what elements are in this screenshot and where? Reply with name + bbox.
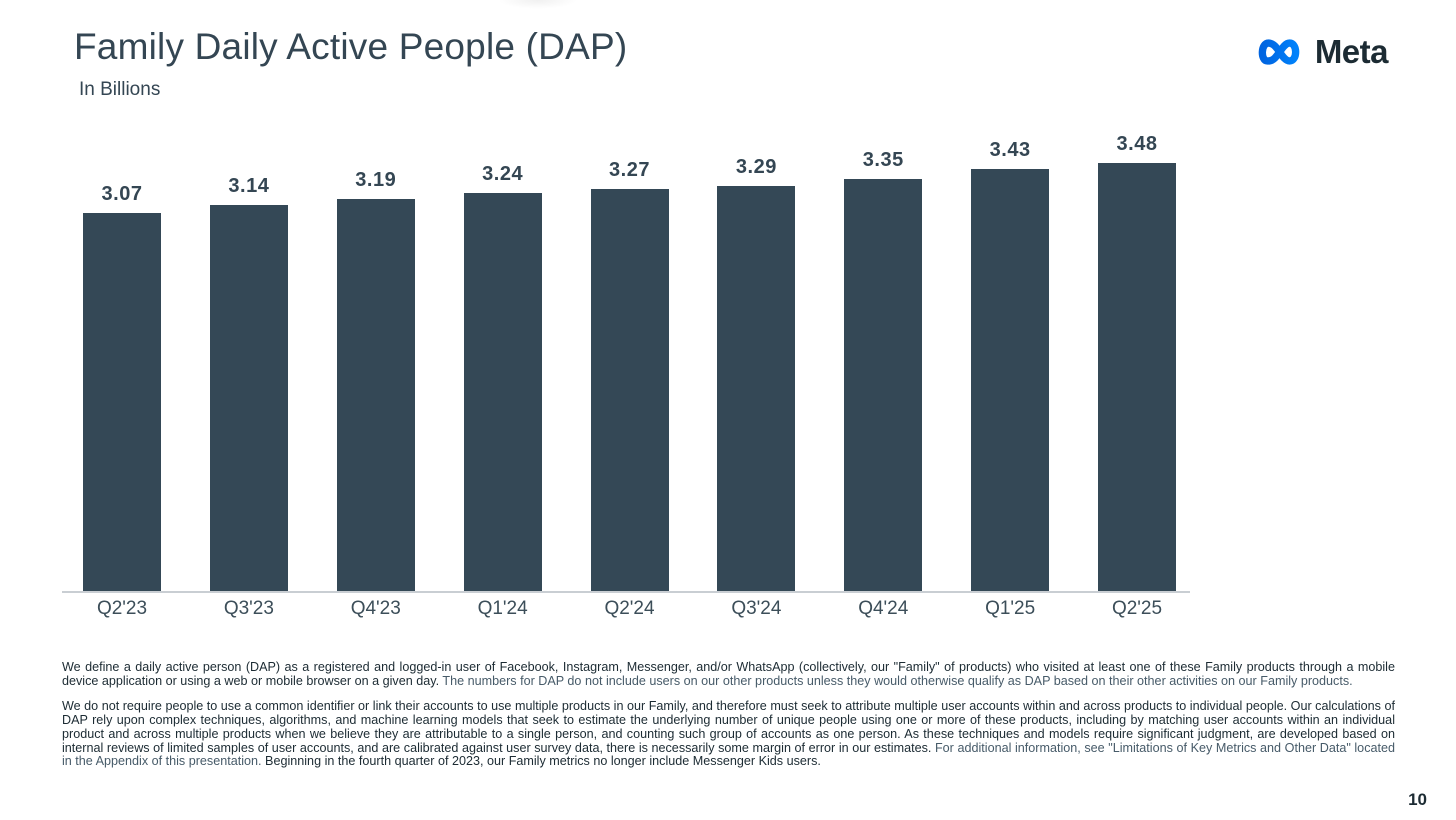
footnote-dap-definition: We define a daily active person (DAP) as… — [62, 660, 1395, 688]
x-axis-tick: Q1'24 — [477, 598, 528, 619]
bar-value-label: 3.07 — [101, 183, 143, 205]
footnote-text: We do not require people to use a common… — [62, 699, 1395, 755]
bar-value-label: 3.27 — [609, 159, 650, 181]
footnote-text-muted: For additional information, see "Limitat… — [62, 740, 1395, 769]
x-axis-tick: Q2'23 — [96, 598, 148, 619]
footnote-text-muted: The numbers for DAP do not include users… — [442, 673, 1353, 688]
bar — [590, 189, 669, 591]
bar-value-label: 3.24 — [482, 163, 524, 185]
bar-column: 3.35 — [844, 149, 923, 591]
x-axis-tick: Q4'24 — [858, 598, 909, 619]
meta-infinity-icon — [1256, 35, 1308, 69]
page-title: Family Daily Active People (DAP) — [74, 26, 628, 67]
footnotes: We define a daily active person (DAP) as… — [62, 660, 1395, 781]
bar-column: 3.14 — [209, 175, 288, 591]
bar-column: 3.24 — [463, 163, 542, 591]
bar-chart-plot: 3.07 3.14 3.19 3.24 3.27 3.29 3.35 3.43 3.48 — [62, 128, 1190, 593]
bar-column: 3.48 — [1098, 133, 1176, 591]
bar — [1098, 163, 1176, 591]
x-axis-tick: Q2'25 — [1111, 598, 1163, 619]
bar-column: 3.07 — [83, 183, 161, 591]
top-edge-shadow — [498, 0, 578, 9]
bar-column: 3.29 — [717, 156, 796, 591]
x-axis-tick: Q4'23 — [350, 598, 401, 619]
footnote-text: Beginning in the fourth quarter of 2023,… — [265, 754, 821, 769]
footnote-text: We define a daily active person (DAP) as… — [62, 660, 1395, 688]
page-number: 10 — [1408, 790, 1427, 809]
bar-column: 3.19 — [336, 169, 415, 591]
meta-logo: Meta — [1256, 33, 1389, 71]
x-axis-tick: Q1'25 — [985, 598, 1036, 619]
bar-value-label: 3.29 — [735, 156, 777, 178]
bar-value-label: 3.19 — [355, 169, 397, 191]
bar — [209, 205, 288, 591]
bar — [971, 169, 1050, 591]
x-axis-tick: Q3'24 — [731, 598, 782, 619]
meta-logo-wordmark: Meta — [1314, 33, 1389, 70]
x-axis-tick: Q3'23 — [223, 598, 274, 619]
bar — [83, 213, 161, 591]
x-axis-tick: Q2'24 — [604, 598, 655, 619]
bar-value-label: 3.43 — [989, 139, 1031, 161]
bar — [717, 186, 796, 591]
bar — [844, 179, 923, 591]
bar-value-label: 3.48 — [1116, 133, 1158, 155]
bar — [336, 199, 415, 591]
x-axis-labels: Q2'23 Q3'23 Q4'23 Q1'24 Q2'24 Q3'24 Q4'24 Q1'25… — [62, 598, 1190, 620]
bar-value-label: 3.35 — [862, 149, 904, 171]
bar-column: 3.27 — [590, 159, 669, 591]
bar-column: 3.43 — [971, 139, 1050, 591]
bar-value-label: 3.14 — [228, 175, 270, 197]
footnote-dap-methodology: We do not require people to use a common… — [62, 700, 1395, 769]
chart-units-subtitle: In Billions — [79, 79, 161, 100]
bar — [463, 193, 542, 591]
